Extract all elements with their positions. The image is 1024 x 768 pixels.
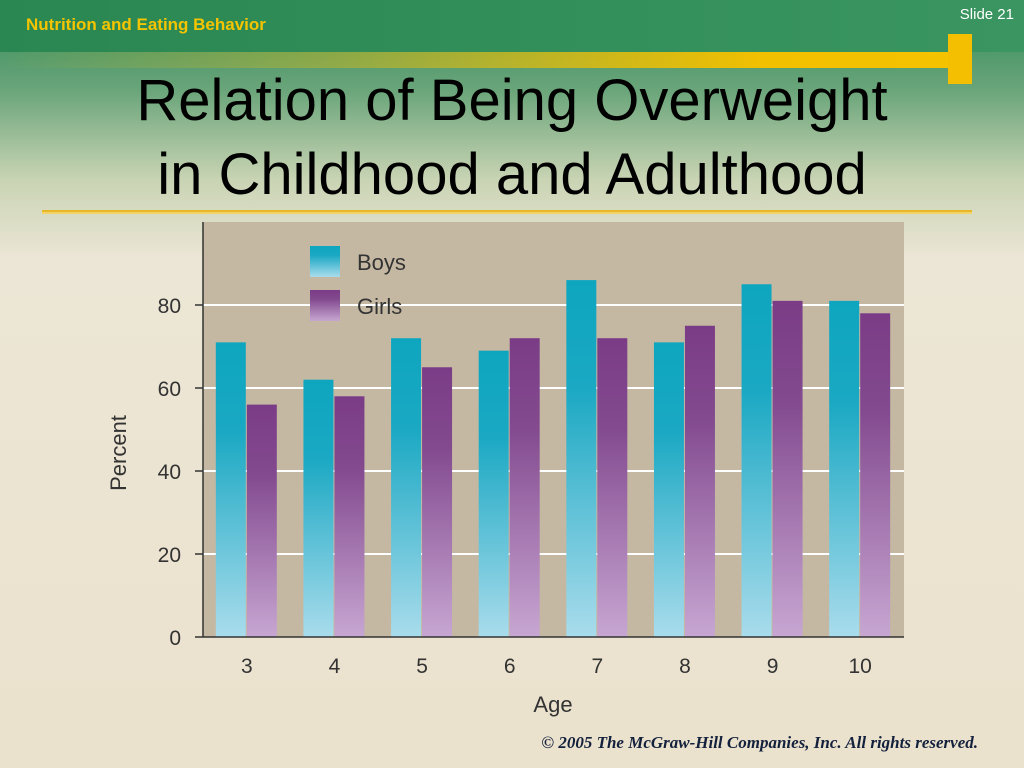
bar-girls xyxy=(597,338,628,637)
x-tick-label: 8 xyxy=(679,655,691,678)
header-band xyxy=(0,0,1024,52)
x-axis-label: Age xyxy=(533,692,572,717)
bar-girls xyxy=(334,396,365,637)
title-line-1: Relation of Being Overweight xyxy=(136,68,888,133)
x-tick-label: 6 xyxy=(504,655,516,678)
y-tick-label: 60 xyxy=(158,378,181,401)
section-title: Nutrition and Eating Behavior xyxy=(26,15,266,34)
x-tick-label: 5 xyxy=(416,655,428,678)
y-axis-label: Percent xyxy=(106,415,131,491)
legend-swatch-girls xyxy=(310,290,340,321)
legend: Boys Girls xyxy=(310,246,406,321)
x-tick-label: 9 xyxy=(767,655,779,678)
legend-label-boys: Boys xyxy=(357,250,406,275)
copyright-notice: © 2005 The McGraw-Hill Companies, Inc. A… xyxy=(541,733,978,752)
y-tick-label: 0 xyxy=(169,627,181,650)
bar-girls xyxy=(772,300,803,637)
bar-boys xyxy=(566,280,597,637)
x-tick-label: 7 xyxy=(591,655,603,678)
bar-girls xyxy=(422,367,453,637)
bar-girls xyxy=(246,404,277,637)
x-tick-label: 10 xyxy=(849,655,872,678)
bar-boys xyxy=(303,379,334,637)
bar-girls xyxy=(860,313,891,637)
bar-boys xyxy=(215,342,246,637)
title-line-2: in Childhood and Adulthood xyxy=(157,142,867,207)
bar-boys xyxy=(478,350,509,637)
bar-girls xyxy=(509,338,540,637)
gold-accent-bar xyxy=(0,52,960,68)
y-tick-label: 20 xyxy=(158,544,181,567)
x-tick-label: 4 xyxy=(329,655,341,678)
bar-boys xyxy=(741,284,772,637)
title-divider xyxy=(42,210,972,214)
bar-boys xyxy=(653,342,684,637)
legend-swatch-boys xyxy=(310,246,340,277)
bar-boys xyxy=(829,300,860,637)
x-tick-label: 3 xyxy=(241,655,253,678)
bar-boys xyxy=(391,338,422,637)
bar-girls xyxy=(684,325,715,637)
slide-title: Relation of Being Overweight in Childhoo… xyxy=(40,64,984,212)
slide-number: Slide 21 xyxy=(959,6,1014,23)
y-tick-label: 40 xyxy=(158,461,181,484)
gold-accent-square xyxy=(948,34,972,84)
y-tick-label: 80 xyxy=(158,295,181,318)
legend-label-girls: Girls xyxy=(357,294,402,319)
